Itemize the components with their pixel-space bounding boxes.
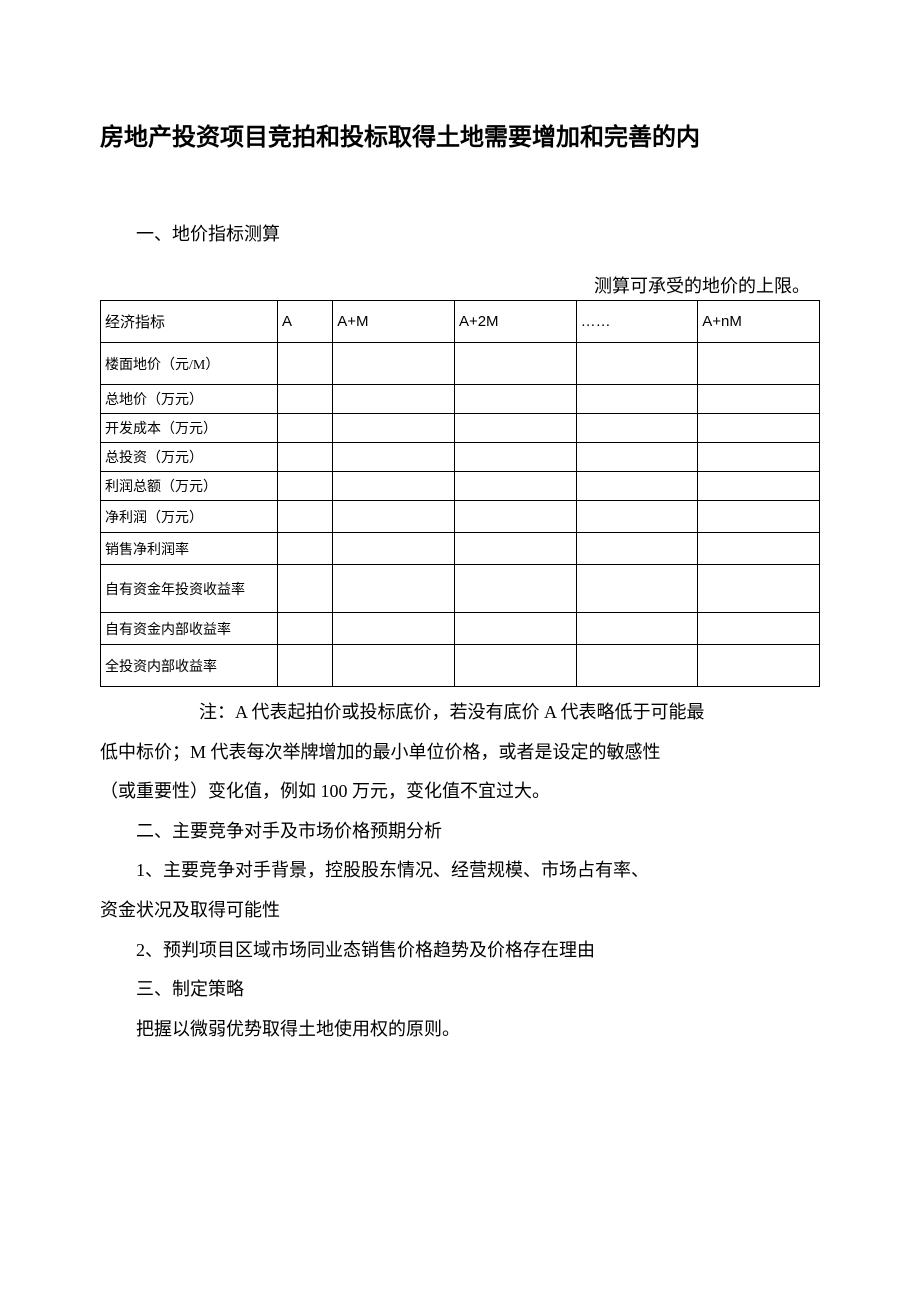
section1-heading: 一、地价指标测算 — [100, 216, 820, 252]
table-cell: 自有资金年投资收益率 — [101, 565, 278, 613]
table-cell — [454, 472, 576, 501]
table-cell — [698, 472, 820, 501]
table-cell — [454, 533, 576, 565]
note-text-line3: （或重要性）变化值，例如 100 万元，变化值不宜过大。 — [100, 781, 550, 801]
table-cell — [698, 443, 820, 472]
table-cell — [277, 443, 332, 472]
table-cell — [277, 472, 332, 501]
section3-body: 把握以微弱优势取得土地使用权的原则。 — [100, 1010, 820, 1050]
table-note: 注：A 代表起拍价或投标底价，若没有底价 A 代表略低于可能最 低中标价；M 代… — [100, 693, 820, 812]
table-cell — [333, 533, 455, 565]
table-cell — [698, 565, 820, 613]
table-row: 自有资金内部收益率 — [101, 613, 820, 645]
table-cell — [698, 645, 820, 687]
table-cell — [277, 414, 332, 443]
table-cell: 净利润（万元） — [101, 501, 278, 533]
table-cell — [576, 443, 698, 472]
table-row: 利润总额（万元） — [101, 472, 820, 501]
table-row: 总地价（万元） — [101, 385, 820, 414]
table-cell — [333, 472, 455, 501]
section2-item1-cont: 资金状况及取得可能性 — [100, 891, 820, 931]
table-cell — [277, 343, 332, 385]
table-cell — [333, 385, 455, 414]
table-row: 全投资内部收益率 — [101, 645, 820, 687]
table-cell — [576, 613, 698, 645]
table-row: 自有资金年投资收益率 — [101, 565, 820, 613]
table-cell — [333, 443, 455, 472]
section2-item1: 1、主要竞争对手背景，控股股东情况、经营规模、市场占有率、 — [100, 851, 820, 891]
table-cell: 销售净利润率 — [101, 533, 278, 565]
table-cell — [576, 385, 698, 414]
table-cell — [698, 385, 820, 414]
table-row: 净利润（万元） — [101, 501, 820, 533]
table-cell — [454, 443, 576, 472]
table-row: 开发成本（万元） — [101, 414, 820, 443]
note-label: 注： — [199, 702, 235, 722]
table-cell — [333, 343, 455, 385]
section2-item2: 2、预判项目区域市场同业态销售价格趋势及价格存在理由 — [100, 931, 820, 971]
table-header-cell: A+2M — [454, 301, 576, 343]
table-cell — [698, 343, 820, 385]
table-cell — [333, 414, 455, 443]
table-header-cell: A+M — [333, 301, 455, 343]
table-cell — [576, 645, 698, 687]
table-cell — [333, 565, 455, 613]
table-header-cell: A+nM — [698, 301, 820, 343]
table-cell: 自有资金内部收益率 — [101, 613, 278, 645]
table-cell — [576, 533, 698, 565]
table-cell — [698, 533, 820, 565]
table-cell — [454, 501, 576, 533]
document-title: 房地产投资项目竞拍和投标取得土地需要增加和完善的内 — [100, 120, 820, 156]
table-header-row: 经济指标 A A+M A+2M …… A+nM — [101, 301, 820, 343]
table-cell — [277, 501, 332, 533]
table-cell — [698, 501, 820, 533]
table-cell: 楼面地价（元/M） — [101, 343, 278, 385]
table-cell — [454, 343, 576, 385]
table-row: 总投资（万元） — [101, 443, 820, 472]
table-cell — [454, 613, 576, 645]
table-cell: 开发成本（万元） — [101, 414, 278, 443]
section2-heading: 二、主要竞争对手及市场价格预期分析 — [100, 812, 820, 852]
table-cell — [698, 613, 820, 645]
table-header-cell: …… — [576, 301, 698, 343]
note-text-line1: A 代表起拍价或投标底价，若没有底价 A 代表略低于可能最 — [235, 702, 705, 722]
table-cell — [333, 501, 455, 533]
table-header-cell: A — [277, 301, 332, 343]
table-cell — [333, 613, 455, 645]
table-cell — [277, 533, 332, 565]
table-cell — [277, 565, 332, 613]
table-cell: 利润总额（万元） — [101, 472, 278, 501]
table-cell — [277, 645, 332, 687]
table-cell: 总投资（万元） — [101, 443, 278, 472]
table-cell — [576, 501, 698, 533]
price-indicator-table: 经济指标 A A+M A+2M …… A+nM 楼面地价（元/M） 总地价（万元… — [100, 300, 820, 687]
table-cell — [576, 565, 698, 613]
table-header-cell: 经济指标 — [101, 301, 278, 343]
table-cell: 全投资内部收益率 — [101, 645, 278, 687]
table-row: 销售净利润率 — [101, 533, 820, 565]
table-caption: 测算可承受的地价的上限。 — [100, 272, 820, 298]
table-cell — [277, 613, 332, 645]
section3-heading: 三、制定策略 — [100, 970, 820, 1010]
note-text-line2: 低中标价；M 代表每次举牌增加的最小单位价格，或者是设定的敏感性 — [100, 742, 661, 762]
table-cell — [333, 645, 455, 687]
table-cell — [277, 385, 332, 414]
table-cell — [454, 565, 576, 613]
table-cell — [454, 645, 576, 687]
table-cell: 总地价（万元） — [101, 385, 278, 414]
table-cell — [454, 385, 576, 414]
table-cell — [576, 343, 698, 385]
table-cell — [698, 414, 820, 443]
table-cell — [576, 472, 698, 501]
table-cell — [454, 414, 576, 443]
table-cell — [576, 414, 698, 443]
table-row: 楼面地价（元/M） — [101, 343, 820, 385]
